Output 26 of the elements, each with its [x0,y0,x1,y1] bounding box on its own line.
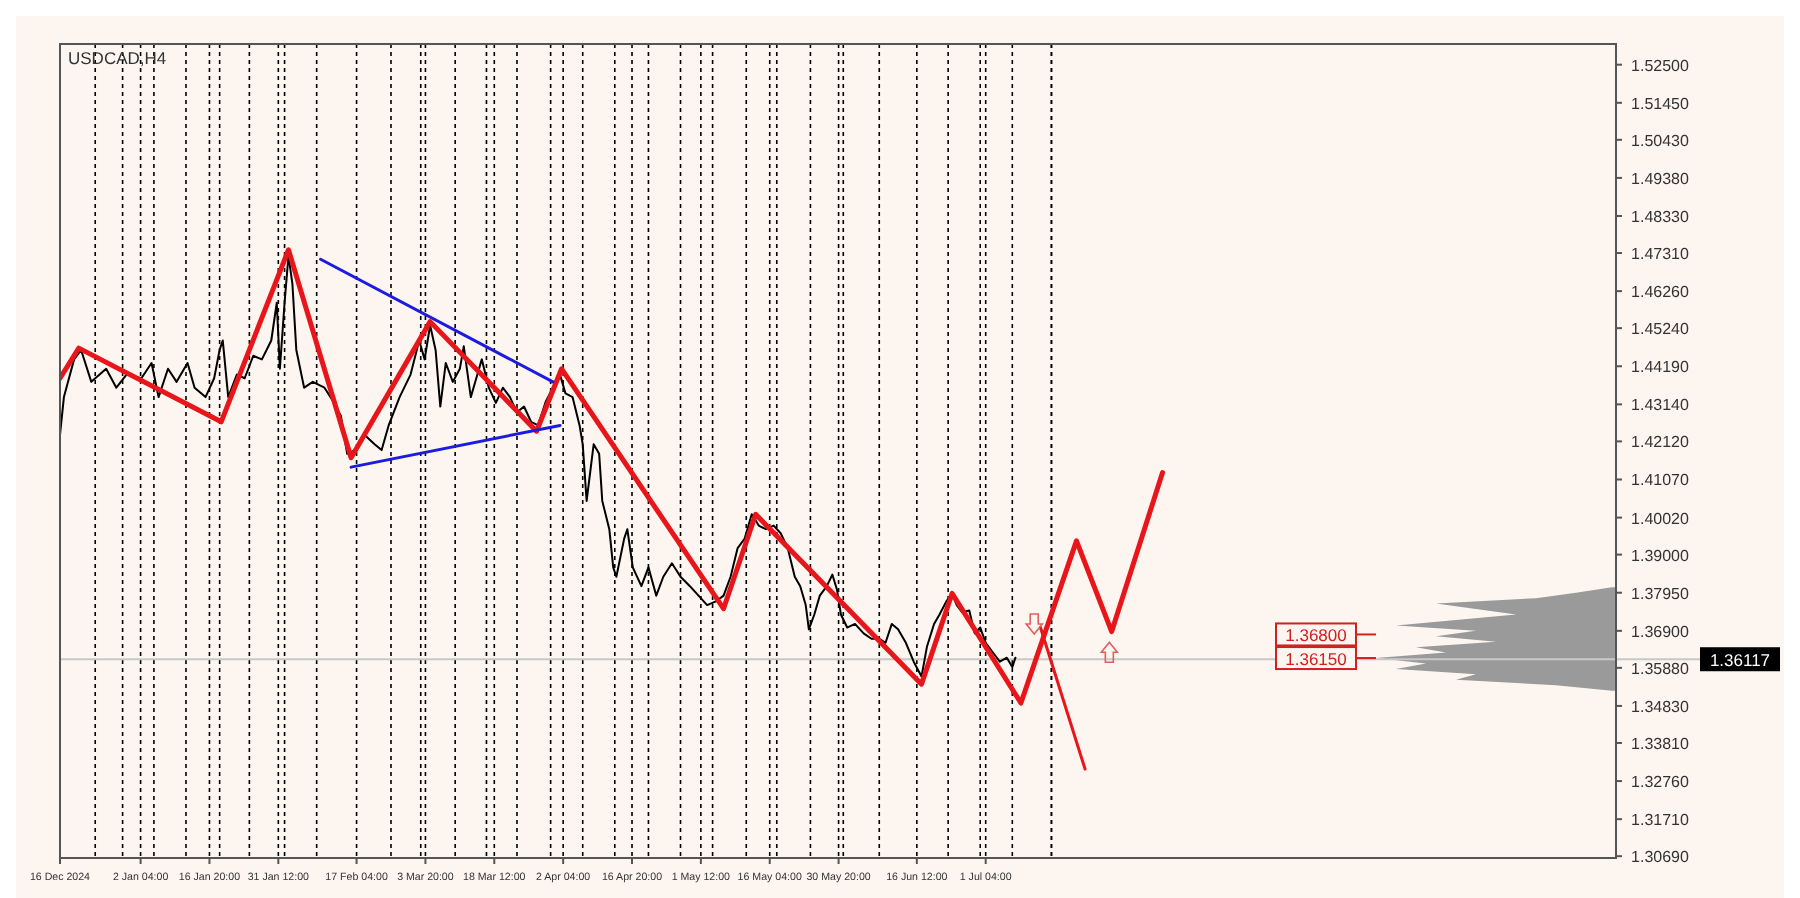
y-tick-label: 1.36900 [1631,622,1691,641]
y-tick-label: 1.47310 [1631,245,1691,264]
y-tick-label: 1.39000 [1631,546,1691,565]
y-tick-label: 1.50430 [1631,131,1691,150]
y-tick-label: 1.45240 [1631,320,1691,339]
ref-line-label: 1.36800 [1285,625,1348,646]
y-tick-label: 1.35880 [1631,659,1691,678]
y-tick-label: 1.52500 [1631,56,1691,75]
y-tick-label: 1.46260 [1631,283,1691,302]
y-tick-label: 1.42120 [1631,433,1691,452]
y-tick-label: 1.37950 [1631,584,1691,603]
ref-line-label: 1.36117 [1709,650,1771,671]
y-tick-label: 1.32760 [1631,773,1691,792]
y-tick-label: 1.44190 [1631,358,1691,377]
y-tick-label: 1.48330 [1631,208,1691,227]
y-tick-label: 1.41070 [1631,471,1691,490]
chart-title: USDCAD,H4 [68,48,167,68]
y-tick-label: 1.33810 [1631,734,1691,753]
y-tick-label: 1.51450 [1631,94,1691,113]
y-tick-label: 1.49380 [1631,169,1691,188]
y-tick-label: 1.43140 [1631,396,1691,415]
ref-line-label: 1.36150 [1285,649,1348,670]
y-tick-label: 1.40020 [1631,509,1691,528]
y-tick-label: 1.31710 [1631,811,1691,830]
y-tick-label: 1.30690 [1631,848,1691,867]
y-tick-label: 1.34830 [1631,697,1691,716]
